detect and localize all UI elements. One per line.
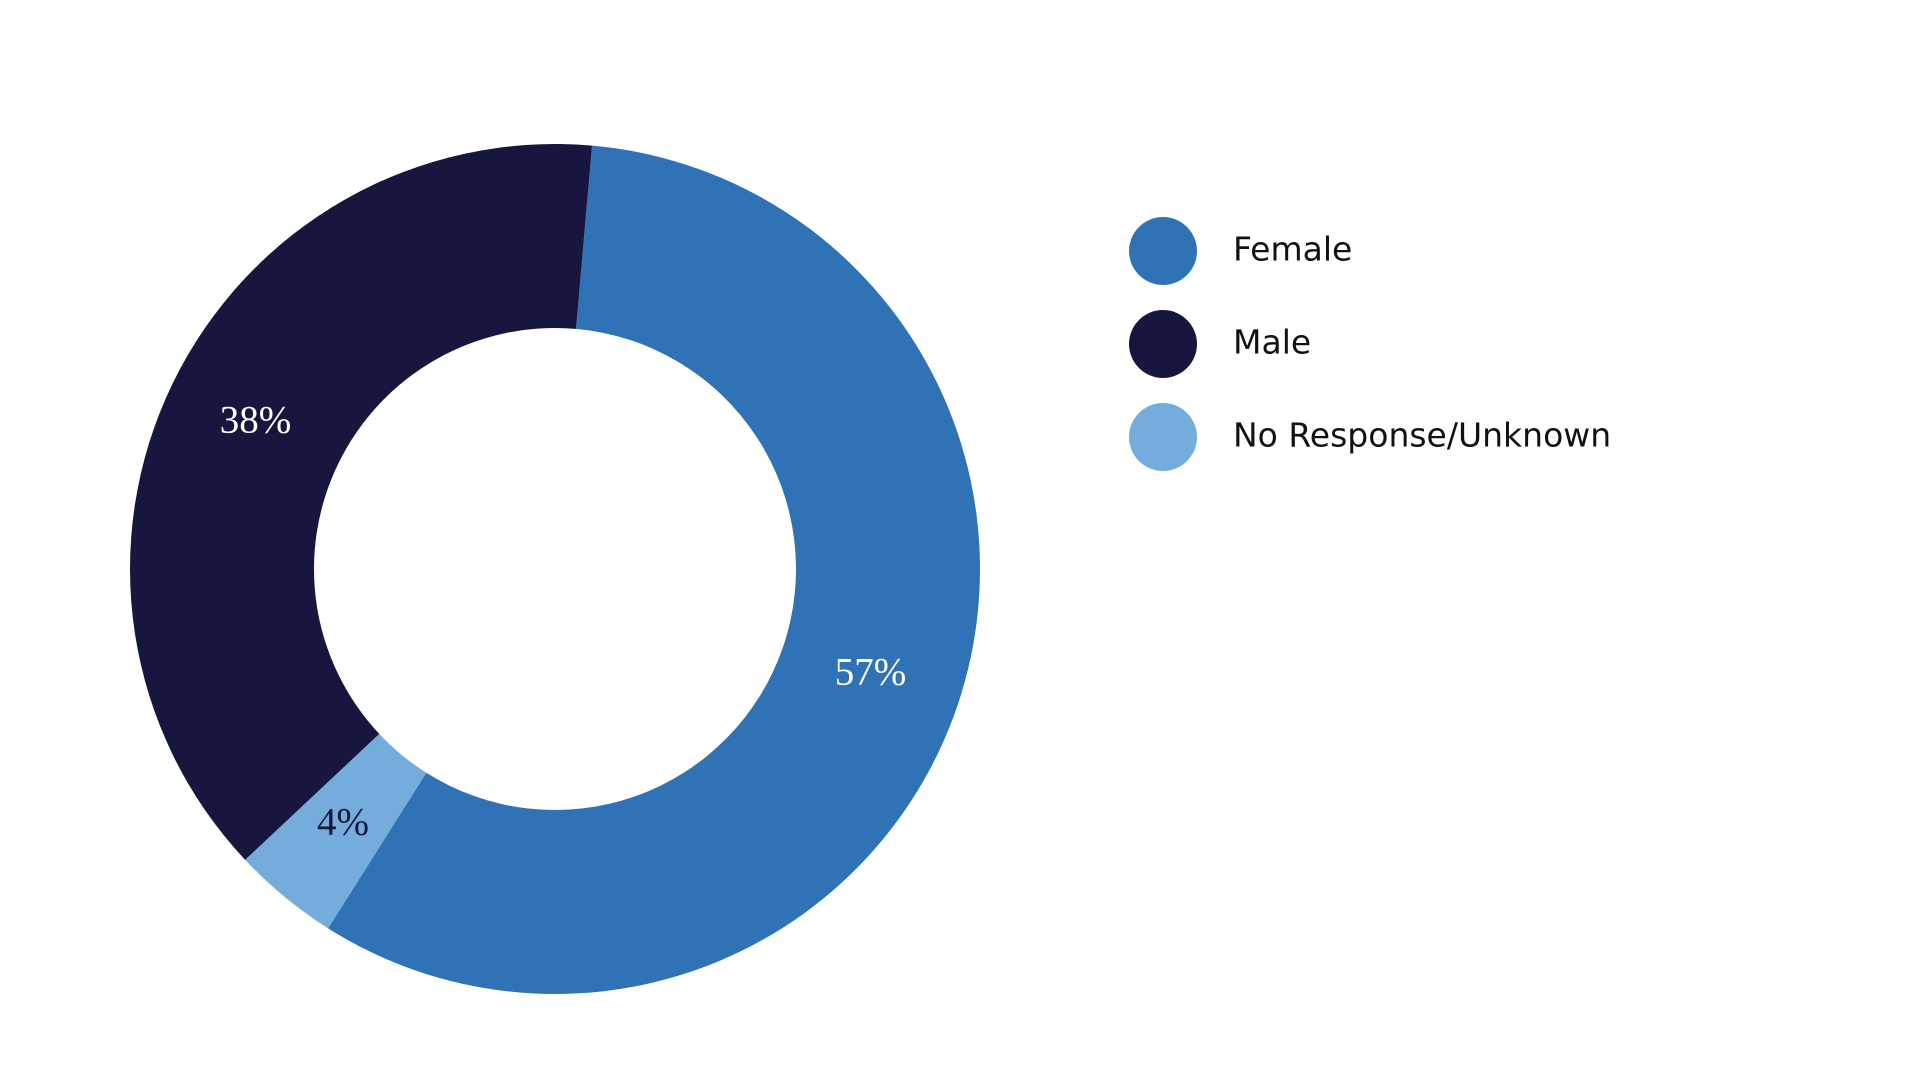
data-label: 57% [835,650,907,693]
donut-segment [245,733,427,929]
donut-segment [328,145,981,995]
donut-segment [130,143,593,860]
data-label: 4% [317,801,369,844]
legend-label: Male [1233,323,1311,362]
legend-label: Female [1233,230,1352,269]
data-label: 38% [220,398,292,441]
legend-swatch [1129,310,1197,378]
legend-swatch [1129,217,1197,285]
legend-swatch [1129,403,1197,471]
legend-label: No Response/Unknown [1233,416,1611,455]
